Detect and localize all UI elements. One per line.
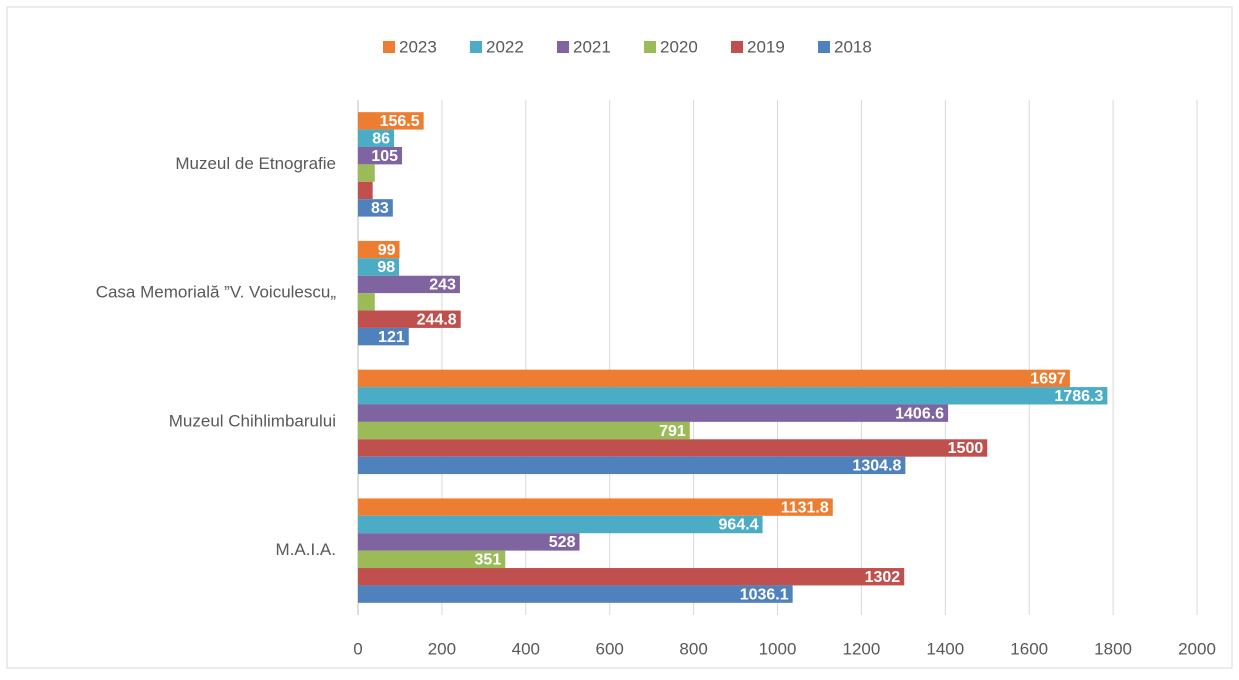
data-label: 243 xyxy=(429,277,456,294)
x-tick-label: 400 xyxy=(512,639,540,658)
data-label: 1131.8 xyxy=(781,499,829,516)
bar xyxy=(358,515,763,534)
x-tick-label: 1200 xyxy=(842,639,880,658)
legend-swatch xyxy=(644,41,656,53)
y-tick-label: Casa Memorială ”V. Voiculescu„ xyxy=(96,283,337,302)
legend-swatch xyxy=(818,41,830,53)
data-label: 1036.1 xyxy=(740,586,789,603)
legend-label: 2018 xyxy=(834,37,872,56)
x-tick-label: 1400 xyxy=(926,639,964,658)
data-label: 351 xyxy=(475,552,502,569)
bar xyxy=(358,293,375,311)
bar xyxy=(358,240,400,259)
bar xyxy=(358,275,460,294)
x-tick-label: 1600 xyxy=(1010,639,1048,658)
data-label: 1786.3 xyxy=(1054,388,1103,405)
bar xyxy=(358,310,461,328)
data-label: 98 xyxy=(377,259,395,276)
data-label: 105 xyxy=(371,148,398,165)
legend-swatch xyxy=(383,41,395,53)
x-tick-label: 1800 xyxy=(1094,639,1132,658)
bar xyxy=(358,533,580,551)
data-label: 244.8 xyxy=(417,311,457,328)
bar xyxy=(358,164,375,182)
bar xyxy=(358,112,424,130)
data-label: 791 xyxy=(659,423,686,440)
x-tick-label: 200 xyxy=(428,639,456,658)
data-label: 86 xyxy=(372,130,390,147)
y-tick-label: Muzeul Chihlimbarului xyxy=(169,411,336,430)
data-label: 1302 xyxy=(865,569,901,586)
bar xyxy=(358,439,988,457)
legend-label: 2019 xyxy=(747,37,785,56)
x-tick-label: 600 xyxy=(596,639,624,658)
bar xyxy=(358,258,400,276)
y-tick-label: M.A.I.A. xyxy=(276,540,336,559)
data-label: 1500 xyxy=(948,440,984,457)
legend-label: 2022 xyxy=(486,37,524,56)
data-label: 99 xyxy=(378,242,396,259)
bar xyxy=(358,327,409,346)
bar xyxy=(358,369,1070,388)
x-tick-label: 1000 xyxy=(759,639,797,658)
x-tick-label: 0 xyxy=(353,639,362,658)
bar xyxy=(358,387,1108,405)
legend-swatch xyxy=(470,41,482,53)
bar xyxy=(358,550,506,569)
data-label: 1697 xyxy=(1030,371,1066,388)
data-label: 528 xyxy=(549,534,576,551)
bar xyxy=(358,181,373,200)
x-tick-label: 800 xyxy=(679,639,707,658)
bar xyxy=(358,421,690,440)
bar xyxy=(358,568,905,586)
legend-swatch xyxy=(557,41,569,53)
bar xyxy=(358,199,393,217)
data-label: 1406.6 xyxy=(895,405,944,422)
bar xyxy=(358,498,833,516)
bar xyxy=(358,146,403,165)
bar xyxy=(358,404,949,422)
data-label: 156.5 xyxy=(380,113,420,130)
data-label: 964.4 xyxy=(719,517,759,534)
data-label: 83 xyxy=(371,200,389,217)
chart-border xyxy=(6,6,1233,669)
x-tick-label: 2000 xyxy=(1178,639,1216,658)
legend-swatch xyxy=(731,41,743,53)
data-label: 1304.8 xyxy=(852,458,901,475)
bar xyxy=(358,129,395,147)
y-tick-label: Muzeul de Etnografie xyxy=(175,154,336,173)
bar xyxy=(358,456,906,475)
data-label: 121 xyxy=(378,329,405,346)
legend-label: 2020 xyxy=(660,37,698,56)
legend-label: 2021 xyxy=(573,37,611,56)
bar xyxy=(358,585,793,603)
legend-label: 2023 xyxy=(399,37,437,56)
